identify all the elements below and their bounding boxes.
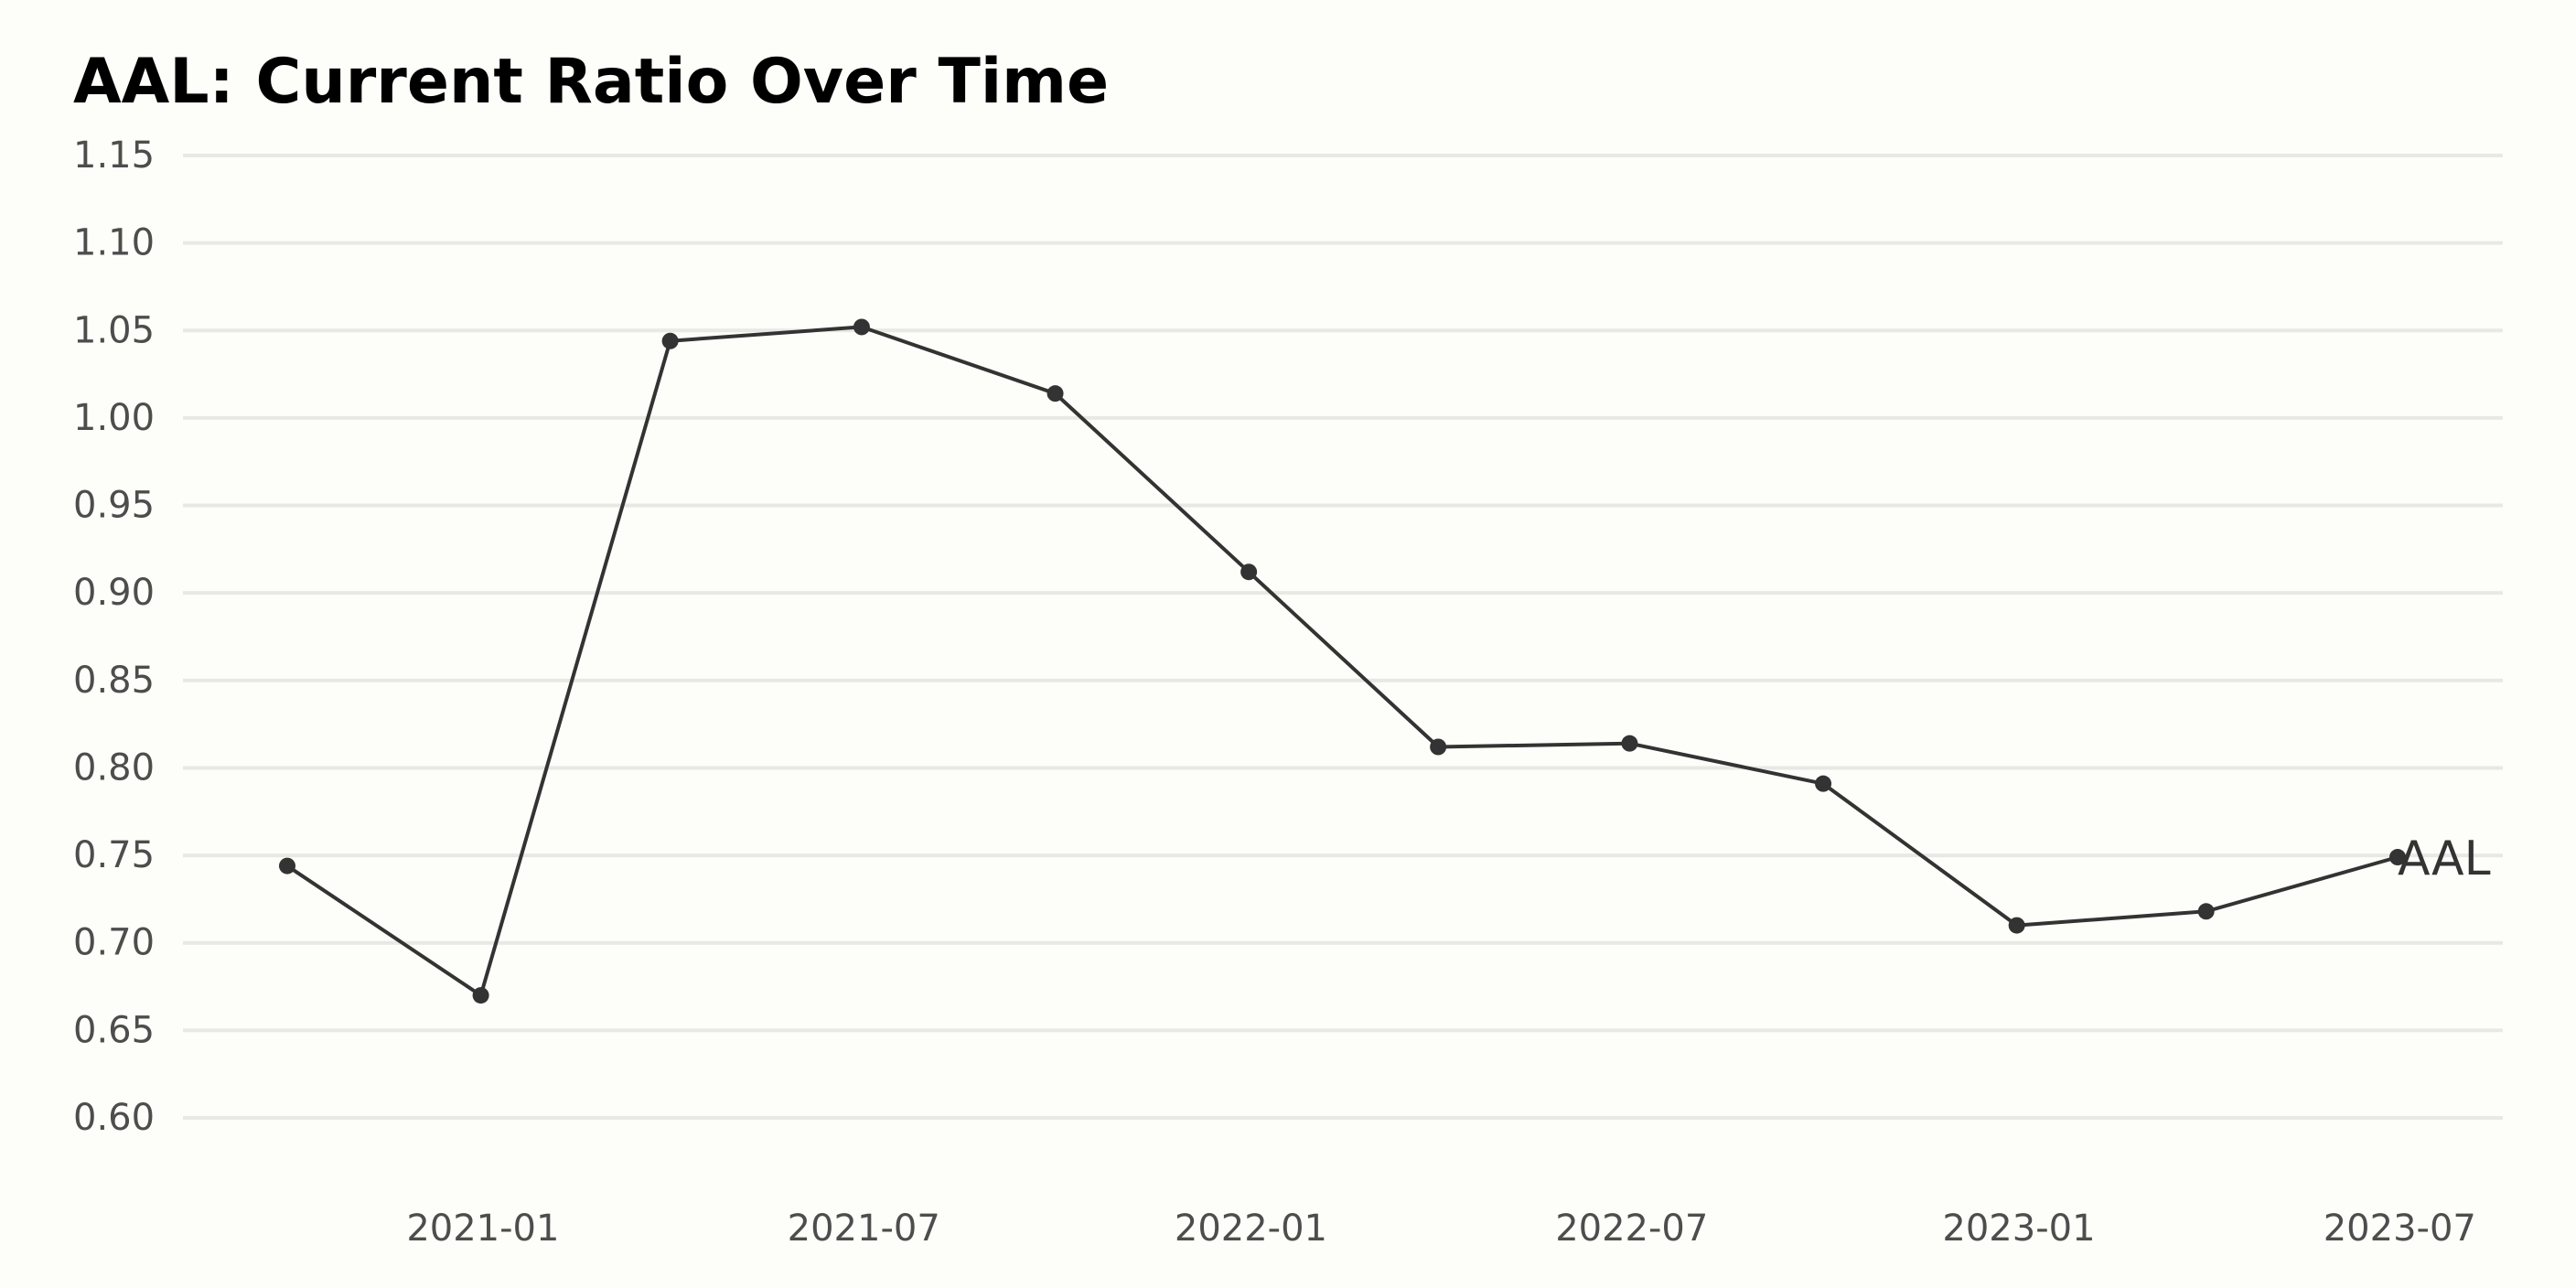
data-point <box>1815 775 1832 792</box>
data-point <box>2389 849 2406 866</box>
data-point <box>2197 903 2215 920</box>
x-tick-label: 2022-07 <box>1555 1208 1708 1250</box>
y-tick-label: 0.60 <box>73 1097 155 1139</box>
series-line <box>285 325 2399 998</box>
data-point <box>1240 564 1258 581</box>
data-point <box>472 987 489 1004</box>
x-axis-ticks: 2021-01 2021-07 2022-01 2022-07 2023-01 2023-… <box>406 1208 2476 1250</box>
x-tick-label: 2022-01 <box>1175 1208 1327 1250</box>
data-point <box>1046 385 1064 402</box>
y-tick-label: 1.10 <box>73 222 155 264</box>
x-tick-label: 2021-01 <box>406 1208 559 1250</box>
y-axis-ticks: 0.60 0.65 0.70 0.75 0.80 0.85 0.90 0.95 1.00 1.05… <box>73 134 155 1139</box>
y-tick-label: 0.70 <box>73 922 155 964</box>
y-tick-label: 1.15 <box>73 134 155 177</box>
x-tick-label: 2023-01 <box>1942 1208 2095 1250</box>
data-point <box>853 318 870 336</box>
y-tick-label: 1.05 <box>73 309 155 351</box>
x-tick-label: 2023-07 <box>2324 1208 2476 1250</box>
data-point <box>1430 738 1447 756</box>
data-point <box>2008 917 2025 934</box>
data-point <box>279 857 295 875</box>
series-end-label: AAL <box>2398 832 2491 886</box>
y-tick-label: 0.80 <box>73 746 155 789</box>
series-layer: AAL <box>279 318 2491 1004</box>
x-tick-label: 2021-07 <box>788 1208 940 1250</box>
y-tick-label: 0.90 <box>73 572 155 614</box>
data-point <box>1621 735 1638 752</box>
y-tick-label: 0.95 <box>73 485 155 527</box>
data-point <box>661 332 679 349</box>
gridlines <box>183 154 2503 1120</box>
y-tick-label: 1.00 <box>73 397 155 439</box>
y-tick-label: 0.65 <box>73 1009 155 1051</box>
y-tick-label: 0.75 <box>73 834 155 876</box>
chart-title: AAL: Current Ratio Over Time <box>73 46 1110 118</box>
y-tick-label: 0.85 <box>73 660 155 702</box>
